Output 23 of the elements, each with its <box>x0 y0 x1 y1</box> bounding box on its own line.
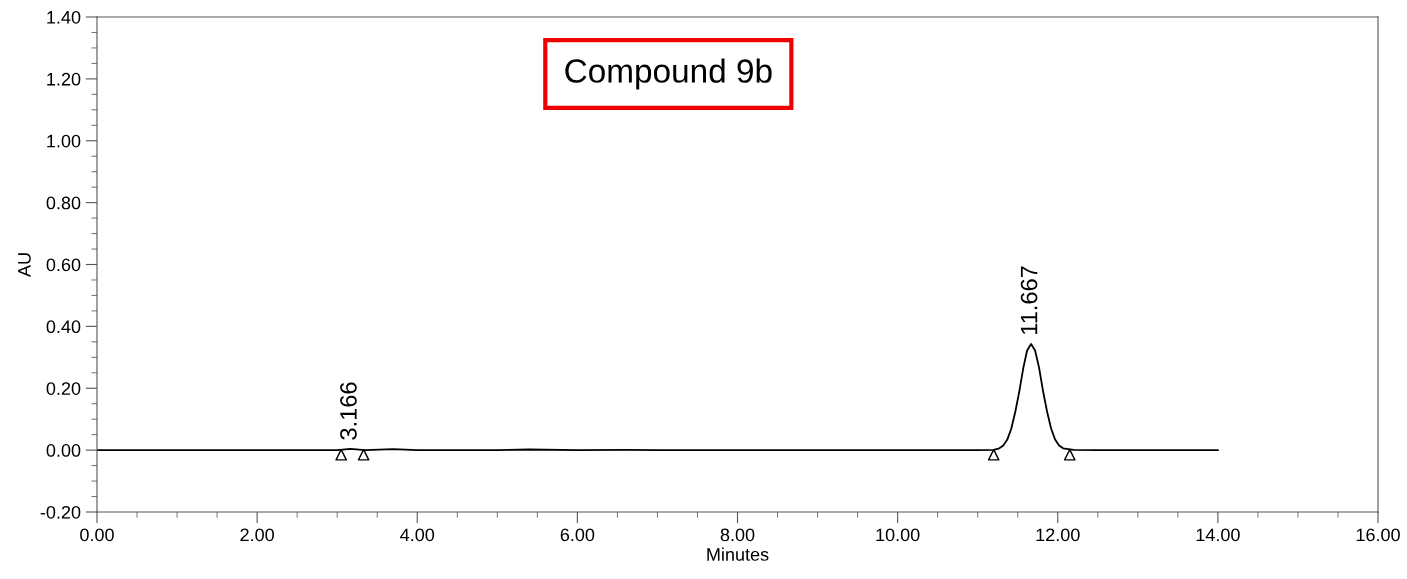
x-tick-label: 8.00 <box>720 528 755 542</box>
y-axis-title: AU <box>18 253 31 277</box>
y-tick-label: 0.80 <box>46 196 81 210</box>
x-tick-label: 4.00 <box>400 528 435 542</box>
y-tick-label: 0.60 <box>46 258 81 272</box>
x-tick-label: 0.00 <box>80 528 114 542</box>
x-axis-title: Minutes <box>707 547 769 561</box>
y-tick-label: 1.40 <box>47 10 81 24</box>
y-tick-label: 0.00 <box>46 444 81 457</box>
y-tick-label: -0.20 <box>40 505 81 519</box>
annotation: 11.667 <box>1020 266 1038 334</box>
y-tick-label: 0.40 <box>46 320 81 334</box>
x-tick-label: 14.00 <box>1196 528 1240 542</box>
x-tick-label: 16.00 <box>1356 528 1400 542</box>
x-tick-label: 6.00 <box>560 528 595 542</box>
x-tick-label: 10.00 <box>876 528 920 542</box>
annotation: 3.166 <box>340 382 357 440</box>
x-tick-label: 12.00 <box>1036 528 1080 542</box>
y-tick-label: 1.00 <box>47 134 81 148</box>
annotation: Compound 9b <box>565 58 772 90</box>
y-tick-label: 1.20 <box>47 72 81 86</box>
y-tick-label: 0.20 <box>46 382 81 395</box>
x-tick-label: 2.00 <box>240 528 274 542</box>
